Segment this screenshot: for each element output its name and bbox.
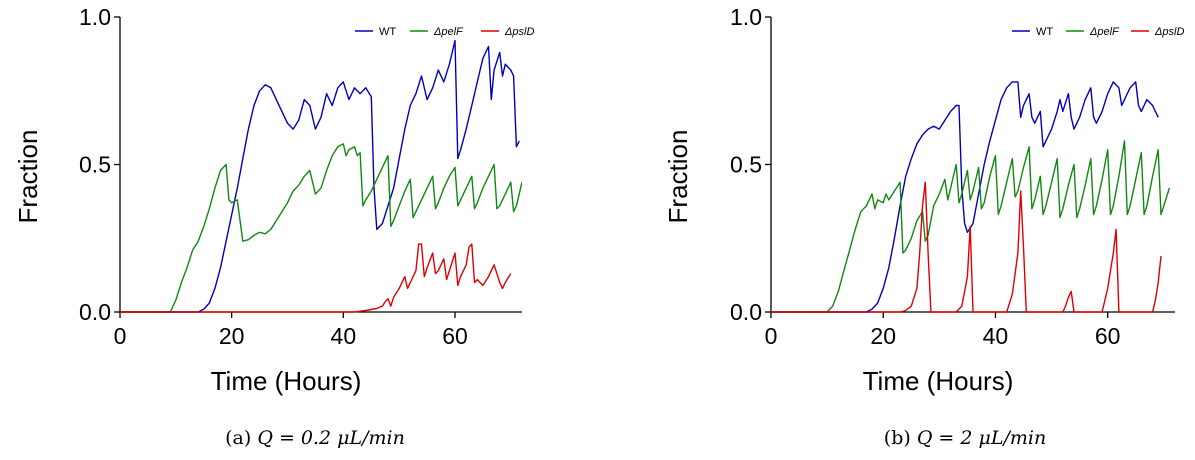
panel-caption: (a) Q = 0.2 μL/min — [225, 427, 405, 449]
x-axis-title: Time (Hours) — [211, 366, 362, 396]
legend-label: ΔpelF — [433, 26, 464, 38]
series-line-ΔpslD — [120, 243, 512, 313]
panel-label: (a) — [225, 427, 257, 449]
x-tick-label: 20 — [219, 323, 245, 349]
legend-label: WT — [1036, 26, 1053, 38]
series-line-WT — [120, 39, 520, 313]
flow-rate: Q = 2 μL/min — [917, 427, 1046, 449]
y-tick-label: 1.0 — [79, 4, 111, 30]
y-tick-label: 0.0 — [79, 299, 111, 325]
flow-rate: Q = 0.2 μL/min — [257, 427, 405, 449]
panel-label: (b) — [884, 427, 917, 449]
series-line-WT — [771, 81, 1159, 313]
y-tick-label: 0.0 — [730, 299, 762, 325]
y-axis-title: Fraction — [13, 130, 43, 224]
x-tick-label: 60 — [1095, 323, 1121, 349]
legend-label: WT — [379, 26, 396, 38]
series-line-ΔpslD — [771, 181, 1162, 313]
panel-a: 0.0 0.5 1.0 0 20 40 60 Time (Hours) Fraction WT Δp… — [13, 4, 534, 449]
y-tick-label: 1.0 — [730, 4, 762, 30]
x-tick-label: 40 — [983, 323, 1009, 349]
x-axis-title: Time (Hours) — [863, 366, 1014, 396]
legend-label: ΔpelF — [1089, 26, 1120, 38]
panel-b: 0.0 0.5 1.0 0 20 40 60 Time (Hours) Fraction WT Δp… — [663, 4, 1184, 449]
x-tick-label: 40 — [331, 323, 357, 349]
series-line-ΔpelF — [120, 143, 522, 313]
y-axis-title: Fraction — [663, 130, 693, 224]
x-tick-label: 0 — [114, 323, 127, 349]
y-tick-label: 0.5 — [730, 152, 762, 178]
legend-label: ΔpslD — [1154, 26, 1184, 38]
panel-caption: (b) Q = 2 μL/min — [884, 427, 1046, 449]
legend-label: ΔpslD — [504, 26, 534, 38]
x-tick-label: 20 — [870, 323, 896, 349]
x-tick-label: 0 — [765, 323, 778, 349]
x-tick-label: 60 — [442, 323, 468, 349]
y-tick-label: 0.5 — [79, 152, 111, 178]
series-line-ΔpelF — [771, 140, 1171, 313]
